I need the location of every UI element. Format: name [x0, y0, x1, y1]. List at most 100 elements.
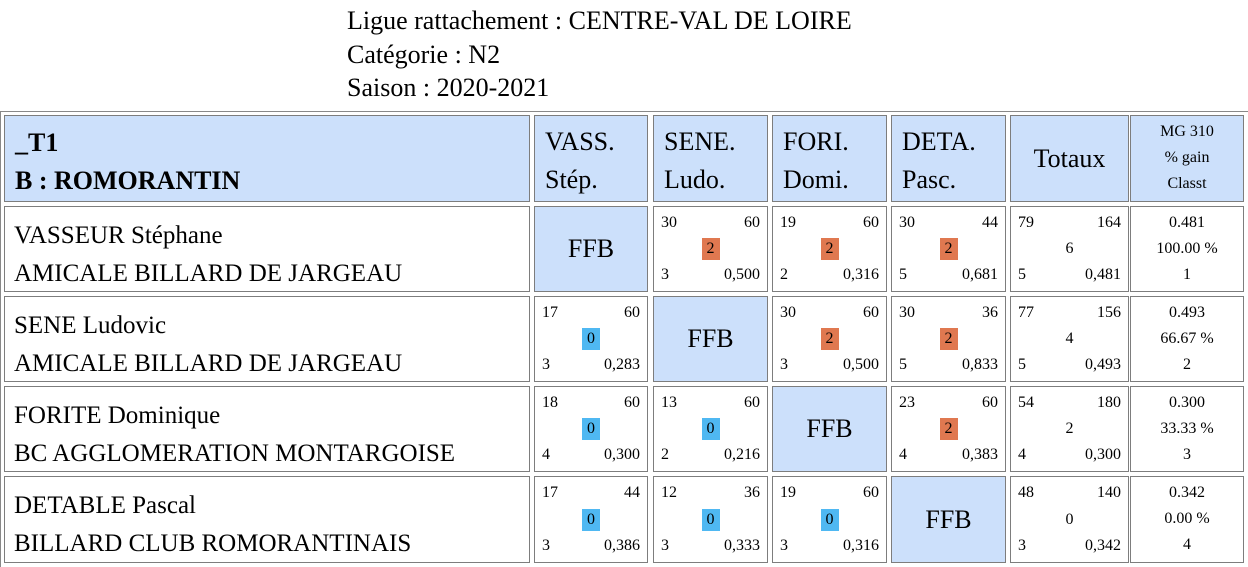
player-info: FORITE Dominique BC AGGLOMERATION MONTARG…	[5, 387, 529, 473]
match-cell: 13 60 0 2 0,216	[653, 386, 768, 472]
match-average: 0,681	[962, 266, 998, 283]
match-cell: 19 60 0 3 0,316	[772, 476, 887, 563]
player-name: DETABLE Pascal	[14, 492, 196, 519]
match-points-scored: 30	[899, 304, 915, 321]
match-cell: 30 60 2 3 0,500	[653, 206, 768, 292]
group-label: _T1	[15, 128, 59, 157]
match-innings: 3	[661, 266, 669, 283]
player-name: SENE Ludovic	[14, 312, 167, 339]
match-innings: 3	[780, 356, 788, 373]
match-distance: 60	[744, 394, 760, 411]
match-average: 0,300	[604, 446, 640, 463]
match-cell: 30 60 2 3 0,500	[772, 296, 887, 382]
group-header-cell: _T1 B : ROMORANTIN	[4, 115, 530, 202]
match-points-badge: 0	[820, 508, 839, 531]
match-average: 0,316	[843, 266, 879, 283]
total-distance: 156	[1097, 304, 1121, 321]
ranking: 4	[1183, 536, 1191, 553]
match-innings: 2	[780, 266, 788, 283]
column-header-text: FORI. Domi.	[773, 116, 886, 199]
column-header-4: DETA. Pasc.	[891, 115, 1006, 202]
self-match-cell: FFB	[891, 476, 1006, 563]
mg-cell: 0.342 0.00 % 4	[1130, 476, 1244, 563]
match-points-badge: 2	[701, 238, 720, 260]
match-distance: 36	[982, 304, 998, 321]
total-match-points: 0	[1065, 510, 1074, 528]
total-match-points: 6	[1065, 240, 1074, 257]
column-header-text: DETA. Pasc.	[892, 116, 1005, 199]
match-average: 0,216	[724, 446, 760, 463]
ranking: 2	[1183, 356, 1191, 373]
saison-line: Saison : 2020-2021	[347, 73, 550, 102]
player-info: VASSEUR Stéphane AMICALE BILLARD DE JARGE…	[5, 207, 529, 293]
player-club: AMICALE BILLARD DE JARGEAU	[14, 260, 403, 287]
match-innings: 4	[542, 446, 550, 463]
total-distance: 180	[1097, 394, 1121, 411]
group-header-text: _T1 B : ROMORANTIN	[5, 116, 529, 200]
ligue-line: Ligue rattachement : CENTRE-VAL DE LOIRE	[347, 6, 852, 35]
match-cell: 19 60 2 2 0,316	[772, 206, 887, 292]
match-points-scored: 23	[899, 394, 915, 411]
match-distance: 60	[863, 214, 879, 231]
total-points-scored: 54	[1018, 394, 1034, 411]
match-average: 0,333	[724, 537, 760, 554]
total-match-points: 2	[1065, 420, 1074, 437]
total-distance: 164	[1097, 214, 1121, 231]
totals-cell: 54 180 2 4 0,300	[1010, 386, 1129, 472]
column-header-2: SENE. Ludo.	[653, 115, 768, 202]
match-average: 0,316	[843, 537, 879, 554]
total-points-scored: 79	[1018, 214, 1034, 231]
column-header-line1: DETA.	[902, 127, 976, 156]
categorie-line: Catégorie : N2	[347, 39, 501, 69]
total-average: 0,342	[1085, 537, 1121, 554]
match-points-badge: 2	[939, 238, 958, 260]
match-average: 0,500	[724, 266, 760, 283]
total-innings: 5	[1018, 356, 1026, 373]
match-distance: 60	[863, 484, 879, 501]
self-match-cell: FFB	[653, 296, 768, 382]
totals-header: Totaux	[1010, 115, 1129, 202]
match-cell: 30 36 2 5 0,833	[891, 296, 1006, 382]
match-distance: 44	[982, 214, 998, 231]
column-header-line2: Stép.	[545, 165, 598, 194]
column-header-line1: SENE.	[664, 127, 736, 156]
self-label: FFB	[687, 324, 734, 353]
column-header-line2: Domi.	[783, 165, 849, 194]
player-cell: SENE Ludovic AMICALE BILLARD DE JARGEAU	[4, 296, 530, 382]
match-cell: 23 60 2 4 0,383	[891, 386, 1006, 472]
column-header-line1: VASS.	[545, 127, 615, 156]
match-distance: 60	[624, 304, 640, 321]
player-cell: FORITE Dominique BC AGGLOMERATION MONTARG…	[4, 386, 530, 472]
win-percentage: 100.00 %	[1156, 240, 1218, 257]
match-innings: 5	[899, 266, 907, 283]
match-points-badge: 0	[582, 418, 600, 440]
self-label: FFB	[806, 414, 853, 443]
match-points-badge: 0	[582, 328, 600, 350]
total-average: 0,493	[1085, 356, 1121, 373]
total-average: 0,481	[1085, 266, 1121, 283]
total-innings: 4	[1018, 446, 1026, 463]
match-points-scored: 13	[661, 394, 677, 411]
match-points-badge: 0	[701, 508, 720, 531]
results-table: _T1 B : ROMORANTIN VASS. Stép. SENE. Ludo. FOR…	[0, 111, 1248, 567]
pct-label: % gain	[1164, 149, 1210, 166]
match-distance: 36	[744, 484, 760, 501]
self-label: FFB	[925, 504, 972, 534]
ranking: 3	[1183, 446, 1191, 463]
match-cell: 17 44 0 3 0,386	[534, 476, 648, 563]
mg-cell: 0.481 100.00 % 1	[1130, 206, 1244, 292]
group-club: B : ROMORANTIN	[15, 166, 241, 195]
win-percentage: 0.00 %	[1164, 510, 1210, 527]
match-points-scored: 19	[780, 214, 796, 231]
player-name: VASSEUR Stéphane	[14, 222, 223, 249]
match-innings: 5	[899, 356, 907, 373]
total-distance: 140	[1097, 484, 1121, 501]
match-points-scored: 30	[899, 214, 915, 231]
match-points-scored: 17	[542, 484, 558, 501]
player-info: DETABLE Pascal BILLARD CLUB ROMORANTINAIS	[5, 477, 529, 563]
player-club: BC AGGLOMERATION MONTARGOISE	[14, 440, 456, 467]
general-average: 0.300	[1169, 394, 1205, 411]
player-cell: VASSEUR Stéphane AMICALE BILLARD DE JARGE…	[4, 206, 530, 292]
match-distance: 60	[744, 214, 760, 231]
totals-label: Totaux	[1033, 143, 1106, 173]
